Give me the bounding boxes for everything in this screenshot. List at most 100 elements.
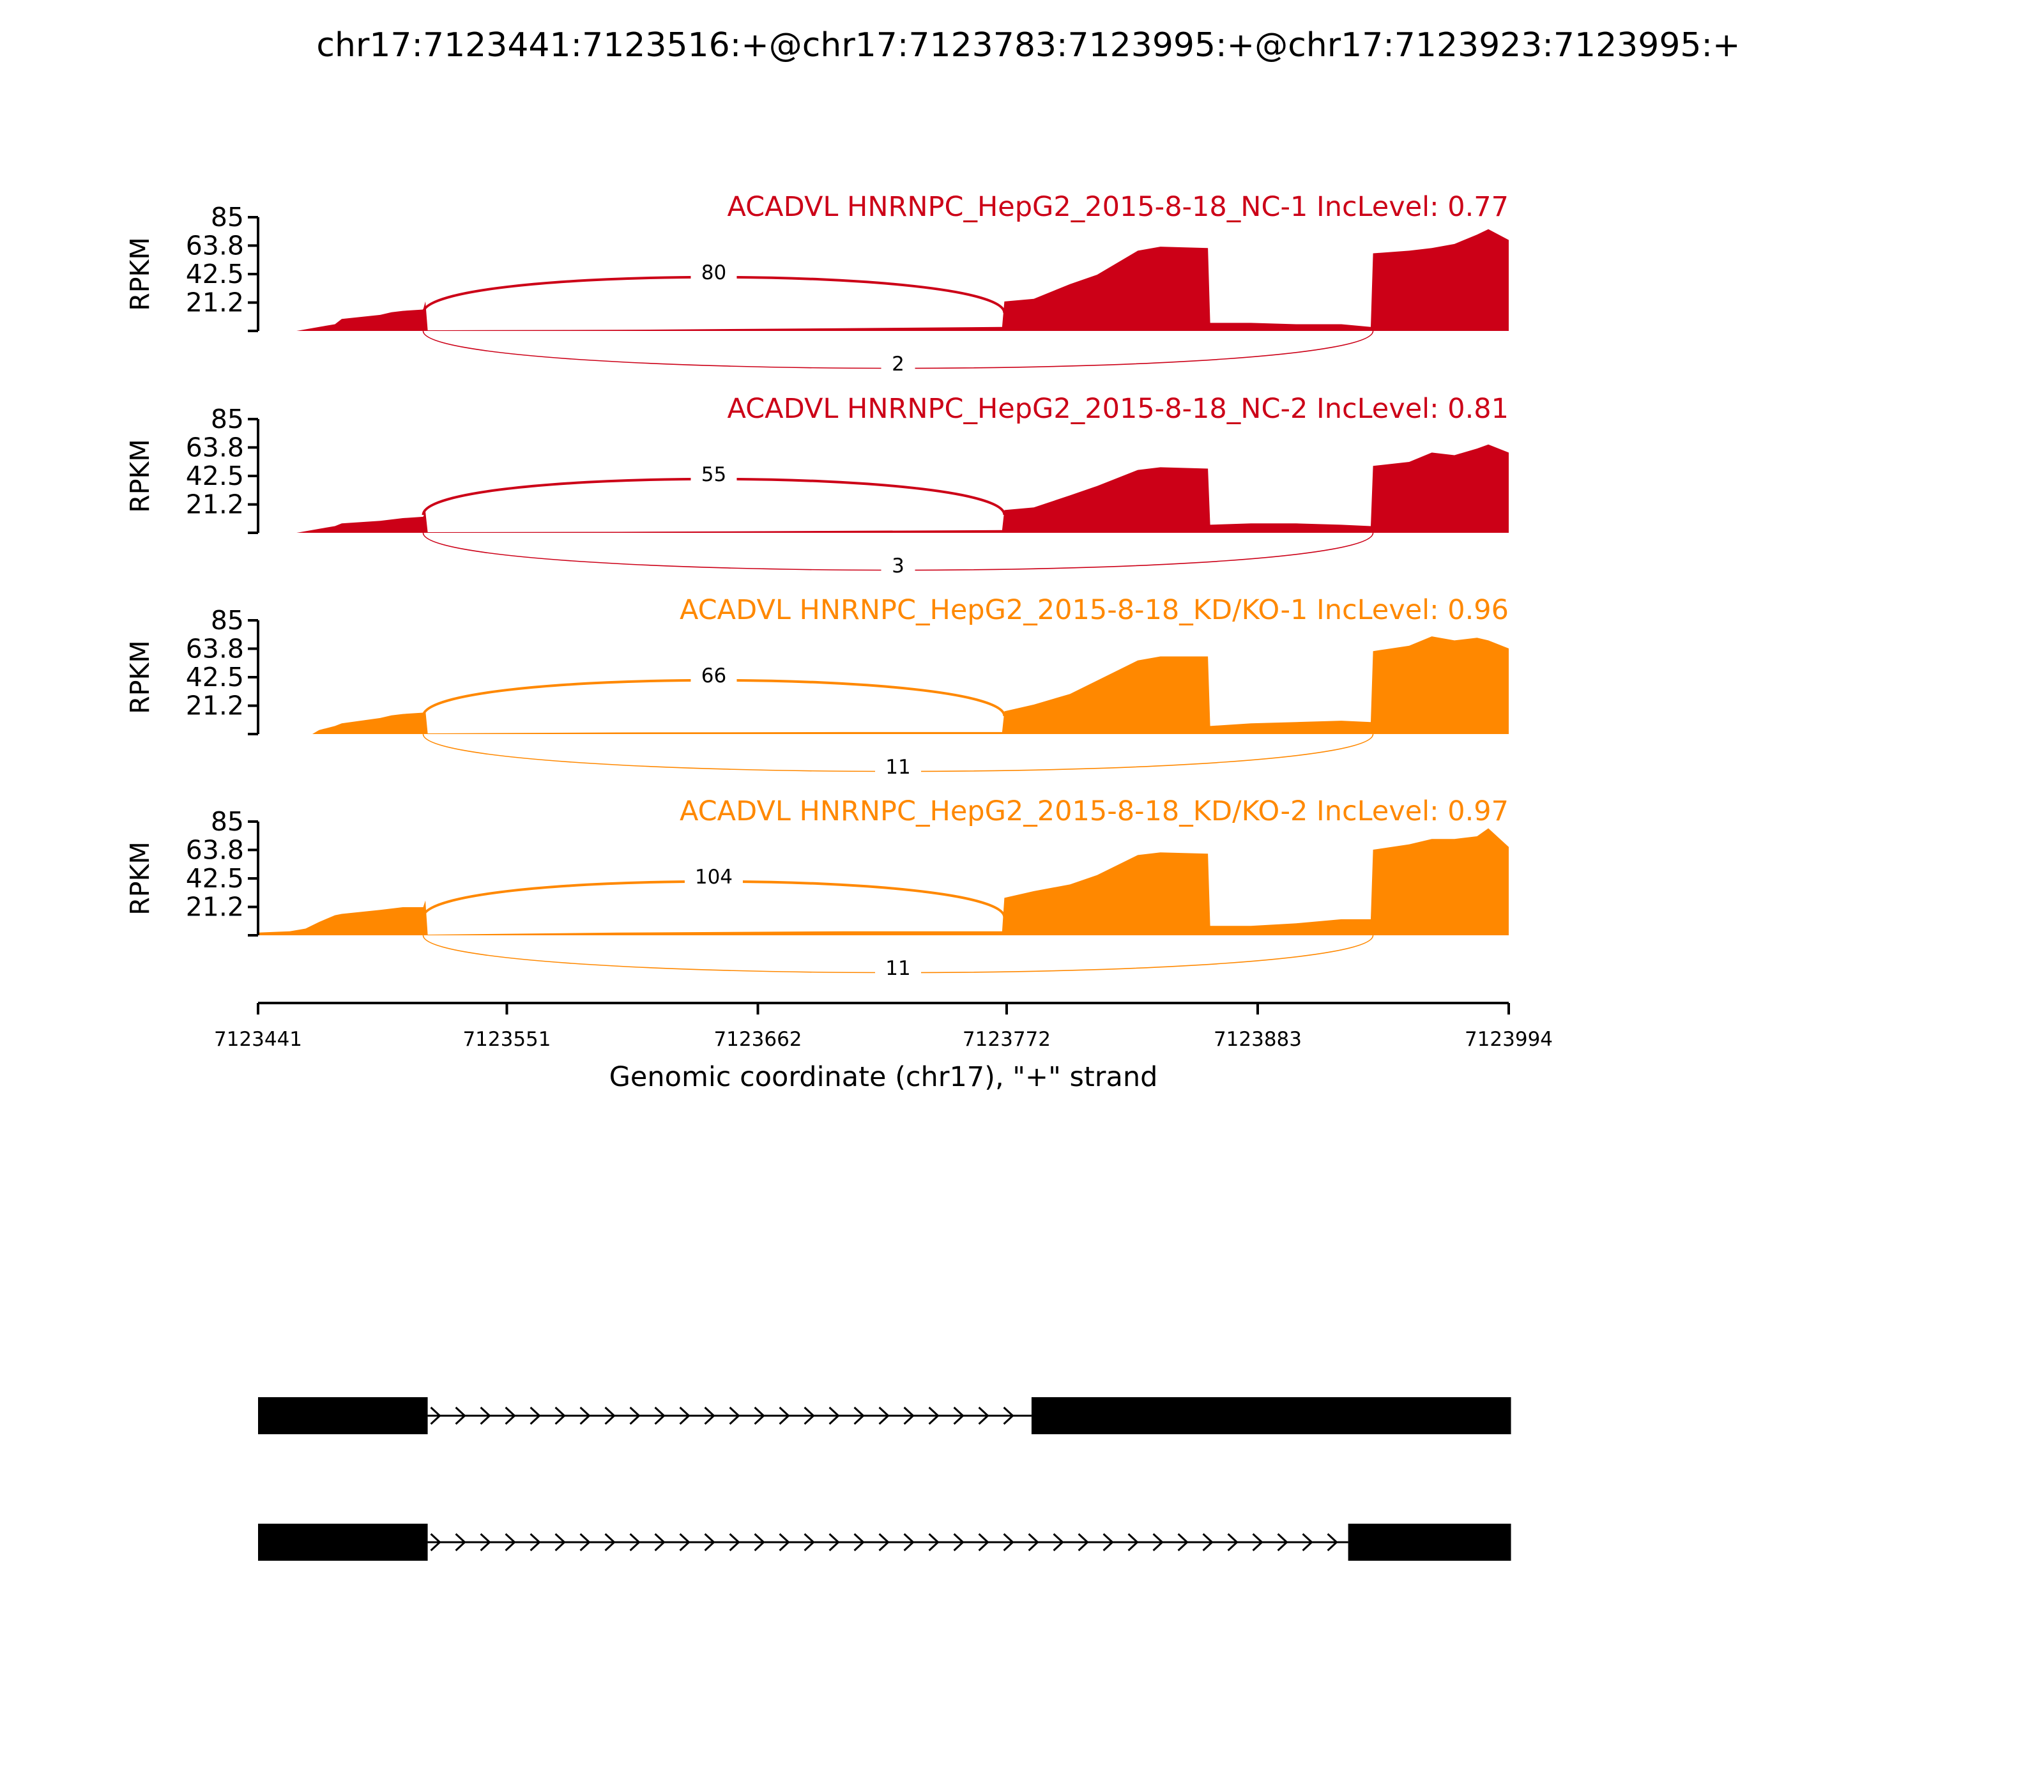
strand-arrow xyxy=(779,1533,790,1552)
strand-arrow xyxy=(1053,1533,1064,1552)
coverage-area xyxy=(258,828,1509,935)
junction-count-bg xyxy=(690,463,737,484)
strand-arrow xyxy=(853,1533,865,1552)
strand-arrow xyxy=(978,1406,989,1425)
y-tick-label: 85 xyxy=(211,202,244,233)
sample-title: ACADVL HNRNPC_HepG2_2015-8-18_NC-1 IncLe… xyxy=(727,191,1509,223)
junction-count: 66 xyxy=(701,664,726,687)
coverage-area xyxy=(258,636,1509,734)
strand-arrow xyxy=(554,1533,566,1552)
strand-arrow xyxy=(654,1406,666,1425)
strand-arrow xyxy=(455,1533,466,1552)
coverage-area xyxy=(258,229,1509,331)
y-tick-label: 85 xyxy=(211,605,244,636)
y-tick-label: 85 xyxy=(211,404,244,434)
figure-title: chr17:7123441:7123516:+@chr17:7123783:71… xyxy=(316,26,1740,65)
strand-arrow xyxy=(928,1533,940,1552)
strand-arrow xyxy=(853,1406,865,1425)
strand-arrow xyxy=(1127,1533,1139,1552)
strand-arrow xyxy=(878,1533,890,1552)
x-tick-label: 7123883 xyxy=(1214,1028,1302,1051)
x-tick-label: 7123662 xyxy=(713,1028,802,1051)
y-tick-label: 85 xyxy=(211,806,244,837)
strand-arrow xyxy=(1028,1533,1039,1552)
strand-arrow xyxy=(679,1533,690,1552)
y-tick-label: 63.8 xyxy=(186,230,244,261)
strand-arrow xyxy=(1102,1533,1114,1552)
strand-arrow xyxy=(903,1406,915,1425)
strand-arrow xyxy=(978,1533,989,1552)
y-tick-label: 21.2 xyxy=(186,287,244,318)
junction-count-bg xyxy=(690,664,737,685)
junction-count-bg xyxy=(881,554,915,576)
strand-arrow xyxy=(1327,1533,1338,1552)
junction-count: 11 xyxy=(885,756,910,779)
exon-block xyxy=(1031,1397,1511,1434)
strand-arrow xyxy=(779,1406,790,1425)
strand-arrow xyxy=(928,1406,940,1425)
strand-arrow xyxy=(1302,1533,1313,1552)
strand-arrow xyxy=(754,1406,765,1425)
strand-arrow xyxy=(878,1406,890,1425)
coverage-area xyxy=(258,444,1509,533)
junction-count-bg xyxy=(690,261,737,282)
y-axis-label: RPKM xyxy=(125,640,155,714)
y-axis-label: RPKM xyxy=(125,237,155,310)
strand-arrow xyxy=(604,1533,616,1552)
strand-arrow xyxy=(804,1533,815,1552)
x-tick-label: 7123994 xyxy=(1465,1028,1553,1051)
strand-arrow xyxy=(1202,1533,1214,1552)
sample-title: ACADVL HNRNPC_HepG2_2015-8-18_KD/KO-2 In… xyxy=(680,795,1509,827)
y-tick-label: 63.8 xyxy=(186,633,244,664)
strand-arrow xyxy=(505,1406,516,1425)
junction-count: 55 xyxy=(701,463,726,486)
x-tick-label: 7123441 xyxy=(214,1028,302,1051)
junction-count-bg xyxy=(875,956,922,978)
strand-arrow xyxy=(1177,1533,1189,1552)
strand-arrow xyxy=(679,1406,690,1425)
strand-arrow xyxy=(1152,1533,1164,1552)
y-tick-label: 42.5 xyxy=(186,662,244,693)
strand-arrow xyxy=(530,1406,541,1425)
gene-model-1 xyxy=(258,1397,1511,1434)
y-tick-label: 63.8 xyxy=(186,834,244,865)
strand-arrow xyxy=(579,1533,591,1552)
y-axis-label: RPKM xyxy=(125,841,155,915)
junction-count: 2 xyxy=(892,353,904,376)
exon-block xyxy=(258,1524,428,1561)
junction-count-bg xyxy=(875,755,922,777)
strand-arrow xyxy=(604,1406,616,1425)
strand-arrow xyxy=(629,1533,641,1552)
y-tick-label: 21.2 xyxy=(186,489,244,520)
junction-count: 11 xyxy=(885,957,910,980)
strand-arrow xyxy=(430,1406,441,1425)
strand-arrow xyxy=(654,1533,666,1552)
strand-arrow xyxy=(754,1533,765,1552)
strand-arrow xyxy=(828,1533,840,1552)
strand-arrow xyxy=(1252,1533,1263,1552)
gene-model-2 xyxy=(258,1524,1511,1561)
exon-block xyxy=(1348,1524,1511,1561)
strand-arrow xyxy=(804,1406,815,1425)
strand-arrow xyxy=(1277,1533,1288,1552)
strand-arrow xyxy=(729,1533,740,1552)
junction-count: 3 xyxy=(892,555,904,578)
y-tick-label: 63.8 xyxy=(186,432,244,463)
strand-arrow xyxy=(1003,1406,1014,1425)
strand-arrow xyxy=(1003,1533,1014,1552)
strand-arrow xyxy=(729,1406,740,1425)
exon-block xyxy=(258,1397,428,1434)
y-tick-label: 42.5 xyxy=(186,863,244,894)
x-tick-label: 7123551 xyxy=(462,1028,551,1051)
strand-arrow xyxy=(430,1533,441,1552)
junction-count: 104 xyxy=(695,866,733,889)
strand-arrow xyxy=(828,1406,840,1425)
y-axis-label: RPKM xyxy=(125,439,155,512)
x-tick-label: 7123772 xyxy=(963,1028,1051,1051)
